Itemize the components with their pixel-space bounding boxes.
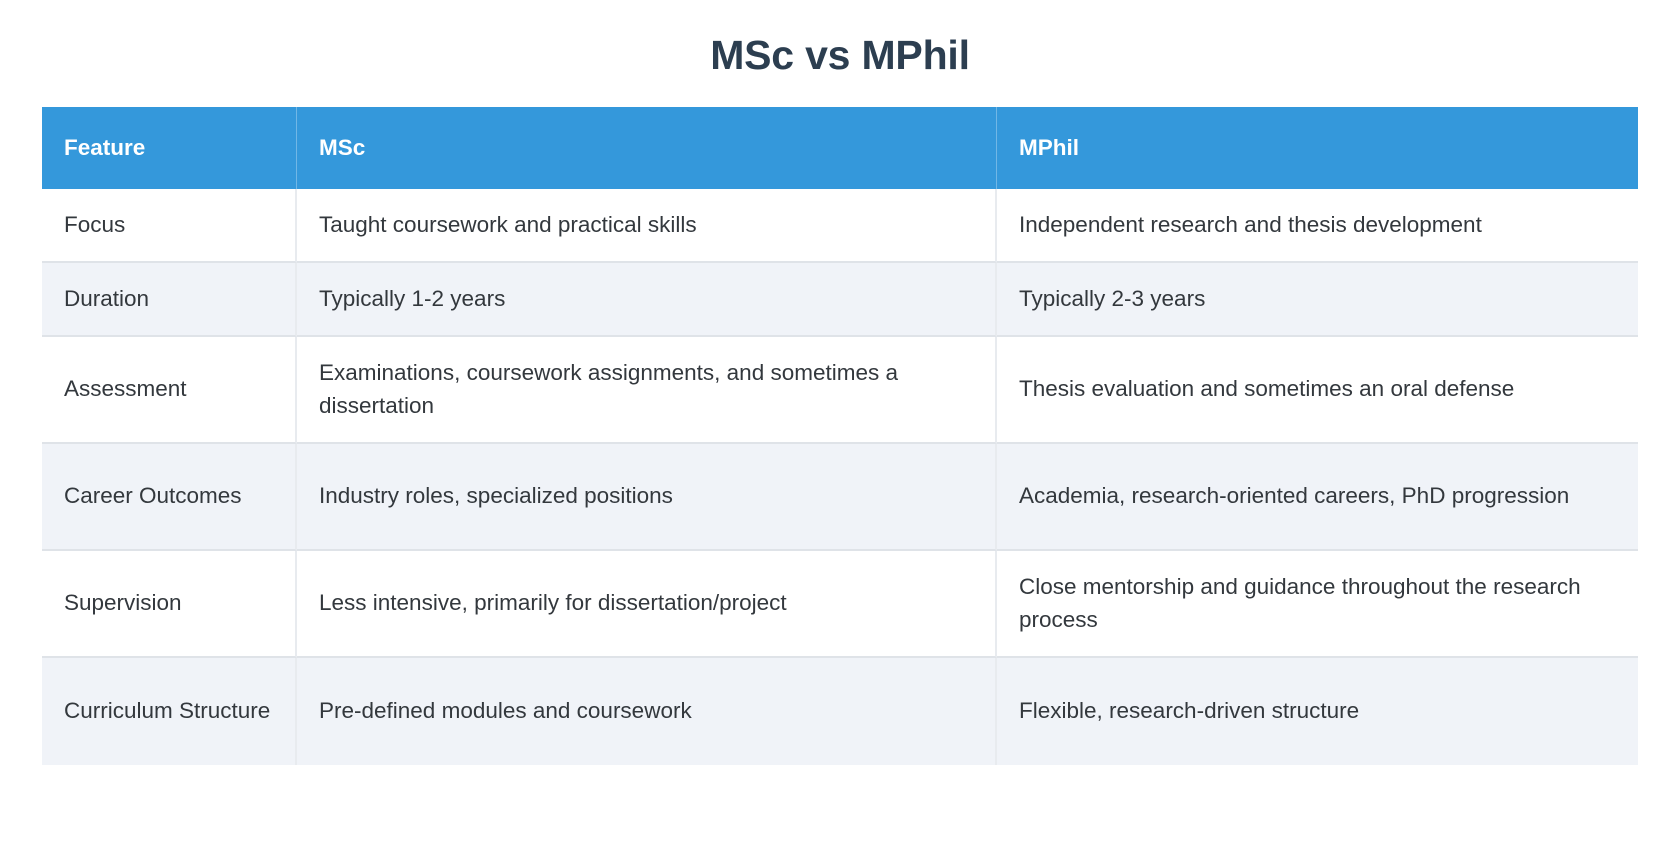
cell-feature: Curriculum Structure: [42, 658, 297, 765]
table-body: Focus Taught coursework and practical ski…: [42, 189, 1638, 765]
cell-feature: Focus: [42, 189, 297, 263]
cell-mphil: Independent research and thesis developm…: [997, 189, 1638, 263]
page-title: MSc vs MPhil: [710, 32, 970, 78]
cell-mphil: Flexible, research-driven structure: [997, 658, 1638, 765]
cell-mphil: Close mentorship and guidance throughout…: [997, 551, 1638, 658]
cell-mphil: Academia, research-oriented careers, PhD…: [997, 444, 1638, 551]
cell-msc: Industry roles, specialized positions: [297, 444, 997, 551]
table-row: Curriculum Structure Pre-defined modules …: [42, 658, 1638, 765]
cell-msc: Typically 1-2 years: [297, 263, 997, 337]
cell-msc: Pre-defined modules and coursework: [297, 658, 997, 765]
table-row: Assessment Examinations, coursework assig…: [42, 337, 1638, 444]
table-header-row: Feature MSc MPhil: [42, 107, 1638, 189]
cell-feature: Supervision: [42, 551, 297, 658]
cell-feature: Assessment: [42, 337, 297, 444]
table-row: Duration Typically 1-2 years Typically 2-3…: [42, 263, 1638, 337]
table-row: Career Outcomes Industry roles, specializ…: [42, 444, 1638, 551]
cell-feature: Duration: [42, 263, 297, 337]
column-header-msc: MSc: [297, 107, 997, 189]
column-header-feature: Feature: [42, 107, 297, 189]
cell-msc: Examinations, coursework assignments, an…: [297, 337, 997, 444]
comparison-table-container: Feature MSc MPhil Focus Taught coursework…: [42, 107, 1638, 765]
cell-mphil: Typically 2-3 years: [997, 263, 1638, 337]
table-header: Feature MSc MPhil: [42, 107, 1638, 189]
column-header-mphil: MPhil: [997, 107, 1638, 189]
table-row: Focus Taught coursework and practical ski…: [42, 189, 1638, 263]
cell-msc: Less intensive, primarily for dissertati…: [297, 551, 997, 658]
table-row: Supervision Less intensive, primarily for…: [42, 551, 1638, 658]
cell-feature: Career Outcomes: [42, 444, 297, 551]
cell-mphil: Thesis evaluation and sometimes an oral …: [997, 337, 1638, 444]
comparison-table: Feature MSc MPhil Focus Taught coursework…: [42, 107, 1638, 765]
cell-msc: Taught coursework and practical skills: [297, 189, 997, 263]
